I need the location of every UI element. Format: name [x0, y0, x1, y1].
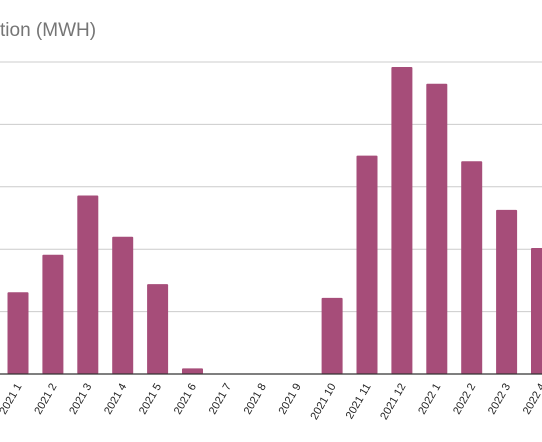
bars	[7, 67, 542, 375]
bar-2021-10	[321, 297, 343, 374]
x-tick-label: 2021 9	[277, 382, 304, 417]
bar-2021-5	[147, 284, 169, 374]
bar-2021-3	[77, 195, 99, 374]
x-tick-label: 2021 6	[172, 382, 199, 417]
bar-2021-11	[356, 155, 378, 374]
gridlines	[0, 61, 542, 313]
x-tick-label: 2021 11	[344, 382, 374, 422]
x-tick-label: 2021 7	[207, 382, 234, 417]
x-tick-label: 2021 3	[67, 382, 94, 417]
bar-2022-1	[426, 83, 448, 375]
x-tick-label: 2021 8	[242, 382, 269, 417]
bar-2021-12	[391, 67, 413, 374]
x-tick-label: 2021 4	[102, 382, 129, 417]
bar-2021-4	[112, 236, 134, 374]
bar-2021-1	[7, 292, 29, 374]
bar-2021-6	[182, 368, 203, 374]
x-tick-label: 2022 4	[521, 382, 542, 417]
x-tick-label: 2021 12	[378, 382, 408, 422]
x-tick-label: 2021 1	[0, 382, 25, 417]
x-tick-label: 2022 2	[451, 382, 478, 417]
bar-2022-3	[496, 209, 518, 374]
x-tick-label: 2021 10	[308, 382, 338, 422]
x-tick-labels: 2021 1 2021 2 2021 3 2021 4 2021 5 2021 6 2021…	[0, 382, 542, 422]
bar-2022-4	[531, 248, 542, 374]
chart-title: tion (MWH)	[0, 20, 97, 41]
x-tick-label: 2022 3	[486, 382, 513, 417]
x-tick-label: 2022 1	[416, 382, 443, 417]
bar-2022-2	[461, 161, 483, 374]
x-tick-label: 2021 5	[137, 382, 164, 417]
x-tick-label: 2021 2	[32, 382, 59, 417]
bar-2021-2	[42, 254, 64, 374]
